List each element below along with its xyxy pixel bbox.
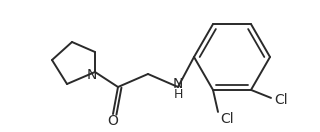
Text: N: N <box>173 77 183 91</box>
Text: O: O <box>108 114 118 128</box>
Text: Cl: Cl <box>274 93 288 107</box>
Text: Cl: Cl <box>220 112 234 126</box>
Text: H: H <box>173 88 183 102</box>
Text: N: N <box>87 68 97 82</box>
